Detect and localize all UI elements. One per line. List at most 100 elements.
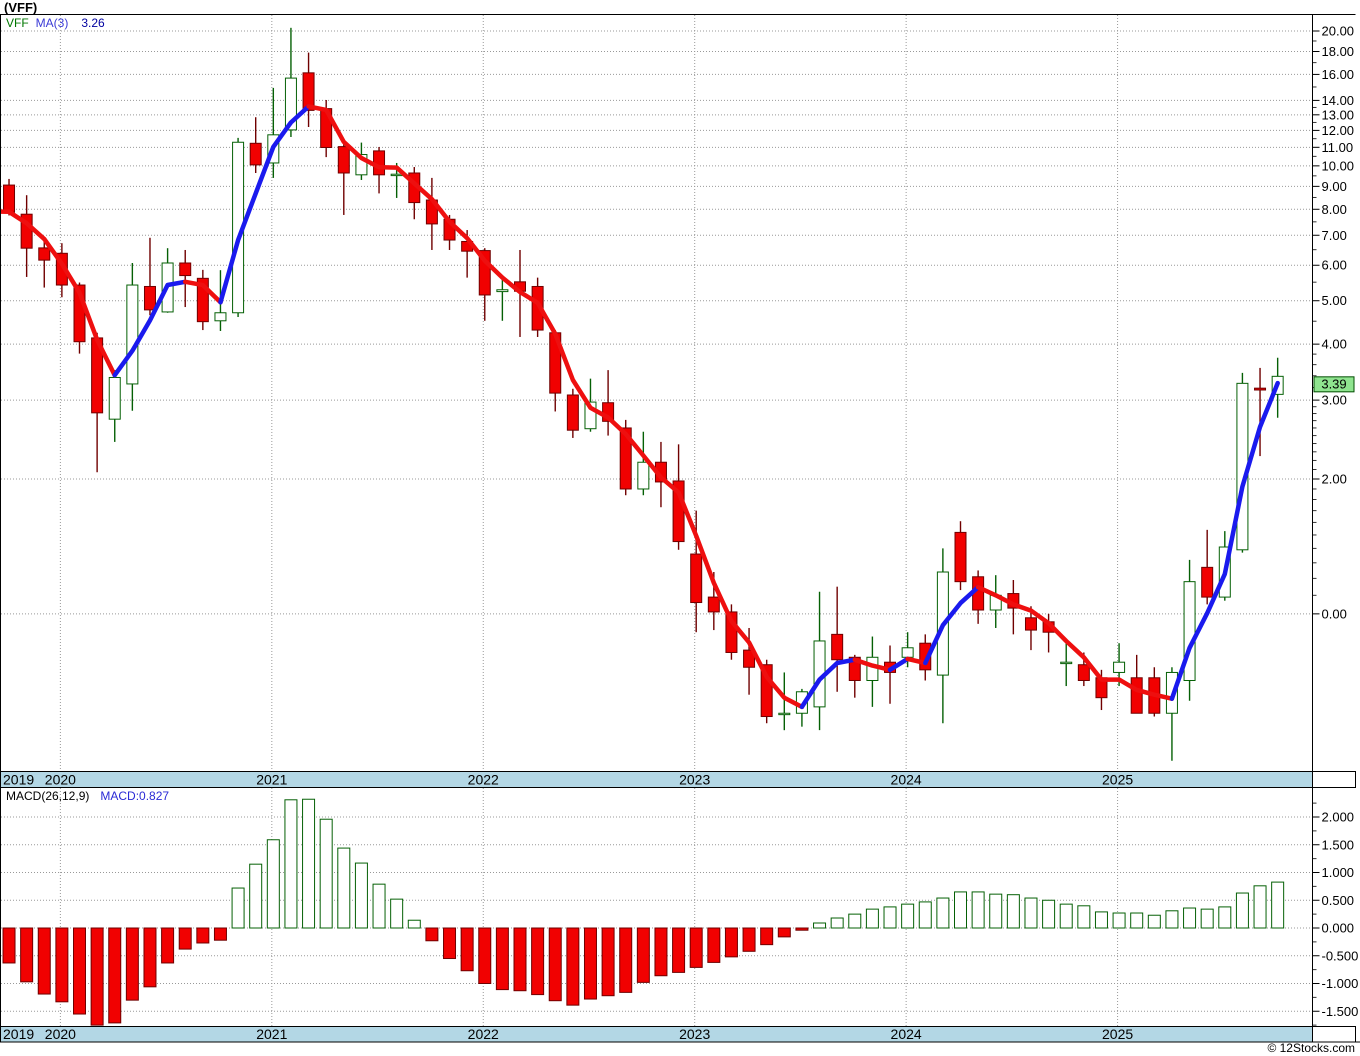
macd-axis-label: 0.000 xyxy=(1322,921,1355,936)
year-label: 2020 xyxy=(45,771,76,787)
macd-bar xyxy=(266,839,280,929)
ma-segment xyxy=(799,657,858,710)
macd-bar xyxy=(495,927,509,991)
ma-segment xyxy=(1,209,117,378)
year-label: 2021 xyxy=(256,1026,287,1042)
candle-body xyxy=(1024,617,1037,631)
candle xyxy=(196,269,209,331)
candle-body xyxy=(637,461,650,490)
candle-body xyxy=(390,173,403,177)
year-label: 2025 xyxy=(1102,771,1133,787)
candle-body xyxy=(3,184,16,213)
gridlines xyxy=(1,15,1312,1026)
macd-bar xyxy=(1147,914,1161,929)
ma-line xyxy=(1,104,1280,710)
macd-bar xyxy=(636,927,650,983)
legend-ma-value: 3.26 xyxy=(81,16,105,30)
macd-bar xyxy=(1183,907,1197,929)
candle-body xyxy=(1183,581,1196,681)
macd-bar xyxy=(1077,905,1091,929)
macd-bar xyxy=(73,927,86,1015)
candle-body xyxy=(566,394,579,431)
copyright: © 12Stocks.com xyxy=(1267,1041,1355,1055)
price-axis-label: 18.00 xyxy=(1322,44,1355,59)
macd-bar xyxy=(443,927,457,960)
macd-bar xyxy=(425,927,439,942)
candle xyxy=(249,117,262,173)
price-axis-label: 0.00 xyxy=(1322,606,1347,621)
year-label: 2023 xyxy=(679,771,710,787)
macd-bar xyxy=(337,847,351,929)
candle-body xyxy=(126,284,139,385)
price-axis-label: 10.00 xyxy=(1322,158,1355,173)
ma-segment xyxy=(1169,380,1280,701)
candle-body xyxy=(954,531,967,583)
axis-corner-box xyxy=(1312,1026,1356,1043)
macd-bar xyxy=(742,927,756,952)
macd-bar xyxy=(936,897,950,929)
macd-bar xyxy=(883,906,897,929)
macd-axis-label: 1.000 xyxy=(1322,865,1355,880)
candle-body xyxy=(619,427,632,490)
macd-bar xyxy=(724,927,738,958)
price-axis-label: 14.00 xyxy=(1322,93,1355,108)
candle-body xyxy=(707,596,720,613)
ma-segment xyxy=(182,279,223,305)
candle xyxy=(38,240,51,288)
candle xyxy=(831,586,844,692)
macd-bar xyxy=(1235,892,1249,929)
year-label: 2019 xyxy=(3,771,34,787)
macd-bar xyxy=(460,927,474,972)
macd-axis-label: 1.500 xyxy=(1322,837,1355,852)
macd-bar xyxy=(354,862,368,929)
candle-body xyxy=(179,262,192,277)
macd-legend-value: MACD:0.827 xyxy=(100,789,170,803)
page-title: (VFF) xyxy=(4,0,38,15)
price-axis-label: 20.00 xyxy=(1322,24,1355,39)
price-axis-label: 7.00 xyxy=(1322,228,1347,243)
macd-bar xyxy=(37,927,51,995)
candle xyxy=(954,521,967,591)
panel-borders xyxy=(0,14,1360,1043)
ma-segment xyxy=(218,104,311,305)
candle xyxy=(1236,372,1249,553)
macd-bar xyxy=(1253,885,1267,929)
macd-bar xyxy=(2,927,16,964)
ma-segment xyxy=(975,584,1175,701)
macd-bar xyxy=(795,927,809,931)
macd-bar xyxy=(478,927,492,984)
macd-bar xyxy=(830,917,844,929)
macd-bar xyxy=(1218,906,1232,929)
macd-bar xyxy=(989,893,1003,929)
macd-bar xyxy=(707,927,721,963)
macd-bar xyxy=(1024,897,1038,929)
candle-body xyxy=(901,647,914,658)
macd-axis-label: -1.500 xyxy=(1322,1004,1359,1019)
ma-segment xyxy=(852,657,893,673)
candle xyxy=(1183,559,1196,701)
macd-bar xyxy=(55,927,69,1003)
candle-body xyxy=(284,77,297,131)
macd-legend: MACD(26,12,9) MACD:0.827 xyxy=(6,789,169,803)
macd-bar xyxy=(231,887,245,929)
year-label: 2021 xyxy=(256,771,287,787)
macd-bar xyxy=(108,927,122,1024)
candle xyxy=(1254,367,1267,457)
price-axis-label: 4.00 xyxy=(1322,337,1347,352)
macd-bar xyxy=(1112,912,1126,929)
candle-body xyxy=(1254,387,1267,391)
ma-segment xyxy=(923,584,981,666)
macd-bar xyxy=(777,927,791,938)
price-axis-label: 5.00 xyxy=(1322,293,1347,308)
candle-body xyxy=(778,712,791,716)
macd-axis-label: -0.500 xyxy=(1322,948,1359,963)
year-labels: 2019 2020 2021 2022 2023 2024 2025 2019 2020 2021… xyxy=(3,771,1133,1042)
candle-body xyxy=(143,285,156,311)
macd-bar xyxy=(407,919,421,929)
candle-body xyxy=(214,312,227,322)
year-label: 2025 xyxy=(1102,1026,1133,1042)
macd-bar xyxy=(848,913,862,929)
macd-bar xyxy=(161,927,175,964)
macd-bar xyxy=(513,927,527,992)
year-label: 2023 xyxy=(679,1026,710,1042)
